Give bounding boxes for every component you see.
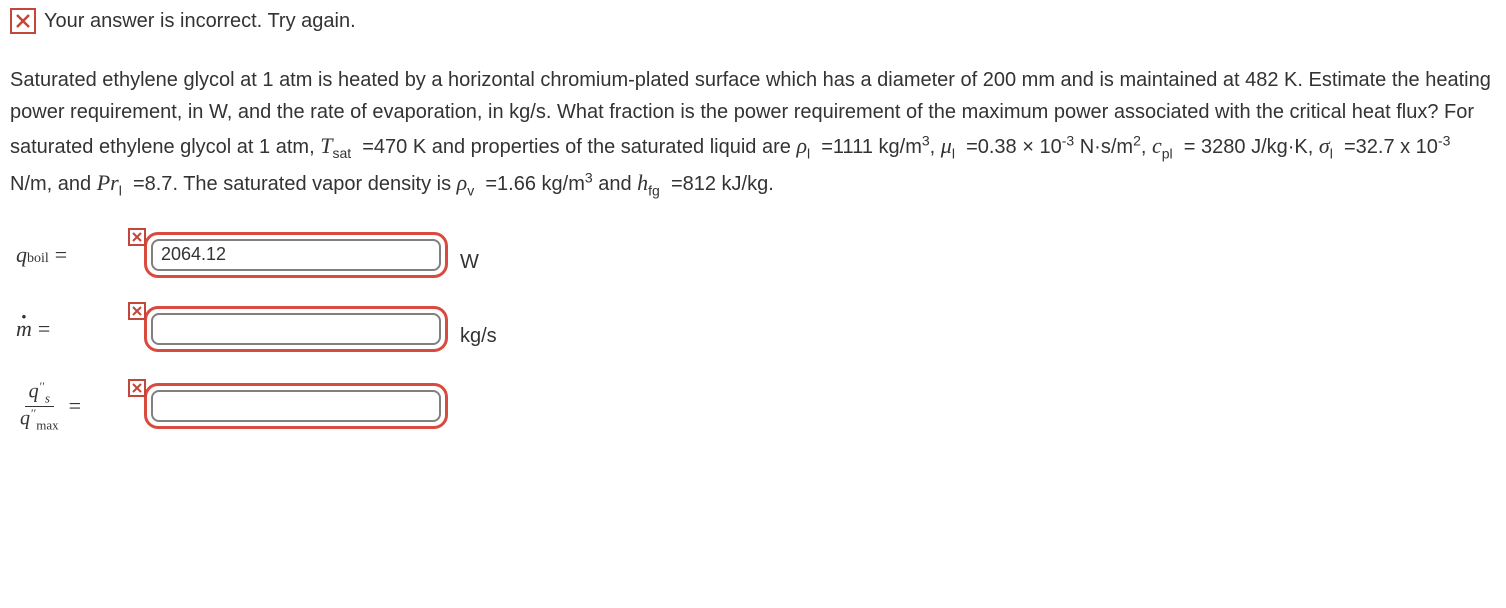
num-sub: s	[45, 390, 50, 405]
incorrect-icon	[10, 8, 36, 34]
incorrect-marker-mdot	[128, 302, 146, 320]
unit-cubed-1: 3	[922, 132, 930, 148]
unit-mdot: kg/s	[460, 325, 497, 352]
feedback-bar: Your answer is incorrect. Try again.	[10, 8, 1496, 34]
input-wrap-qboil	[128, 232, 448, 278]
problem-statement: Saturated ethylene glycol at 1 atm is he…	[10, 64, 1496, 202]
value-prl: 8.7	[145, 173, 173, 195]
label-qboil-base: q	[16, 242, 27, 267]
value-mul-exp: -3	[1062, 132, 1074, 148]
symbol-hfg: hfg	[637, 170, 660, 195]
value-mul: 0.38 × 10	[978, 136, 1062, 158]
problem-text-3: . The saturated vapor density is	[172, 173, 456, 195]
label-qboil-sub: boil	[27, 251, 49, 266]
fraction-denominator: q′′max	[16, 407, 63, 433]
input-wrap-ratio	[128, 383, 448, 429]
unit-squared-1: 2	[1133, 132, 1141, 148]
input-ratio[interactable]	[151, 390, 441, 422]
equals-1: =	[55, 242, 67, 267]
unit-cubed-2: 3	[585, 169, 593, 185]
symbol-tsat-sub: sat	[332, 145, 351, 161]
value-cpl: 3280 J/kg·K,	[1201, 136, 1319, 158]
symbol-tsat: T	[320, 133, 332, 158]
value-rhol: 1111 kg/m	[833, 136, 922, 158]
incorrect-marker-qboil	[128, 228, 146, 246]
symbol-sigmal: σl	[1319, 133, 1333, 158]
feedback-message: Your answer is incorrect. Try again.	[44, 10, 356, 33]
symbol-prl: Prl	[97, 170, 122, 195]
x-icon	[132, 232, 142, 242]
input-wrap-mdot	[128, 306, 448, 352]
input-error-border-qboil	[144, 232, 448, 278]
unit-qboil: W	[460, 251, 479, 278]
answer-row-mdot: m= kg/s	[16, 306, 1496, 352]
value-hfg: 812 kJ/kg.	[683, 173, 774, 195]
x-icon	[132, 383, 142, 393]
unit-sigmal: N/m, and	[10, 173, 97, 195]
label-qboil: qboil =	[16, 242, 128, 268]
unit-mul: N·s/m	[1074, 136, 1133, 158]
equals-2: =	[38, 316, 50, 341]
symbol-cpl: cpl	[1152, 133, 1173, 158]
equals-3: =	[69, 393, 81, 419]
x-icon	[132, 306, 142, 316]
value-sigmal: 32.7 x 10	[1356, 136, 1438, 158]
input-mdot[interactable]	[151, 313, 441, 345]
symbol-rhol: ρl	[796, 133, 810, 158]
input-error-border-ratio	[144, 383, 448, 429]
label-mdot-base: m	[16, 316, 32, 342]
x-icon	[16, 14, 30, 28]
value-rhov: 1.66 kg/m	[497, 173, 585, 195]
value-sigmal-exp: -3	[1438, 132, 1450, 148]
fraction-ratio: q′′s q′′max	[16, 380, 63, 433]
symbol-rhov: ρv	[457, 170, 475, 195]
answer-row-ratio: q′′s q′′max =	[16, 380, 1496, 433]
incorrect-marker-ratio	[128, 379, 146, 397]
input-error-border-mdot	[144, 306, 448, 352]
problem-text-2: and properties of the saturated liquid a…	[432, 136, 797, 158]
den-sub: max	[36, 417, 58, 432]
answer-row-qboil: qboil = W	[16, 232, 1496, 278]
label-mdot: m=	[16, 316, 128, 342]
answers-section: qboil= W m=	[10, 232, 1496, 433]
symbol-mul: μl	[941, 133, 955, 158]
label-ratio: q′′s q′′max =	[16, 380, 128, 433]
fraction-numerator: q′′s	[25, 380, 54, 407]
value-tsat: 470 K	[374, 136, 426, 158]
input-qboil[interactable]	[151, 239, 441, 271]
